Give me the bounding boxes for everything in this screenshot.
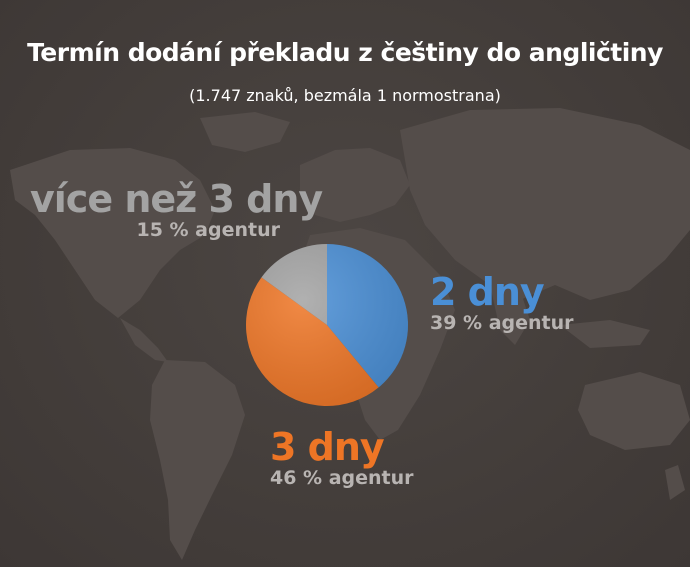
- continent-new-zealand: [665, 465, 685, 500]
- continent-europe: [300, 148, 410, 222]
- continent-indonesia: [560, 320, 650, 348]
- slice-label-title: 3 dny: [270, 425, 385, 469]
- continent-india: [490, 285, 530, 345]
- continent-asia: [400, 108, 690, 300]
- chart-title: Termín dodání překladu z češtiny do angl…: [27, 38, 663, 67]
- slice-label-value: 15 % agentur: [136, 219, 280, 241]
- continent-central-america: [120, 318, 168, 362]
- continent-greenland: [200, 112, 290, 152]
- slice-label-value: 39 % agentur: [430, 312, 574, 334]
- label-3-dny: 3 dny 46 % agentur: [270, 425, 414, 489]
- chart-subtitle: (1.747 znaků, bezmála 1 normostrana): [189, 86, 501, 105]
- slice-label-value: 46 % agentur: [270, 467, 414, 489]
- slice-label-title: více než 3 dny: [30, 177, 323, 221]
- continent-south-america: [150, 360, 245, 560]
- continent-australia: [578, 372, 690, 450]
- slice-label-title: 2 dny: [430, 270, 545, 314]
- continent-north-america: [10, 148, 215, 318]
- label-2-dny: 2 dny 39 % agentur: [430, 270, 574, 334]
- label-vice-nez-3-dny: více než 3 dny 15 % agentur: [30, 177, 323, 241]
